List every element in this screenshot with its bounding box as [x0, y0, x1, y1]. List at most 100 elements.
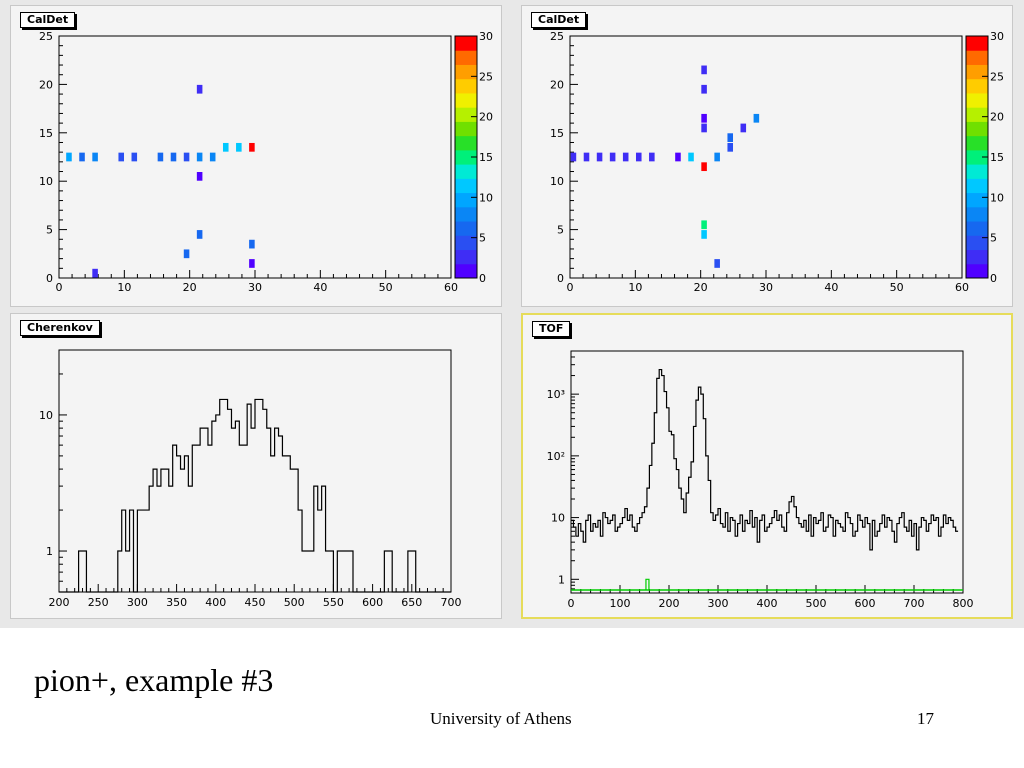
palette-segment: [455, 263, 477, 279]
palette-tick-label: 20: [479, 111, 493, 124]
heatmap-cell: [701, 230, 707, 239]
palette-segment: [966, 121, 988, 137]
heatmap-cell: [727, 133, 734, 142]
palette-segment: [966, 263, 988, 279]
cherenkov-pad[interactable]: 200 250 300 350 400 450 500 550 600 650 700 1 10 Che…: [10, 313, 502, 619]
heatmap-cell: [753, 113, 760, 123]
x-tick-label: 60: [444, 281, 458, 294]
palette-segment: [966, 164, 988, 179]
x-tick-label: 400: [205, 596, 226, 609]
x-tick-label: 300: [708, 597, 729, 610]
palette-segment: [455, 164, 477, 179]
y-tick-label: 0: [46, 272, 53, 285]
x-tick-label: 60: [955, 281, 969, 294]
histogram-line: [571, 368, 959, 551]
palette-segment: [455, 192, 477, 208]
x-tick-label: 600: [362, 596, 383, 609]
palette-tick-label: 15: [479, 151, 493, 164]
footer-institution: University of Athens: [430, 709, 572, 728]
y-tick-label: 20: [550, 78, 564, 91]
histogram-line: [59, 398, 451, 593]
caldet-pad-1[interactable]: 0 10 20 30 40 50 60 0 5 10 15 20 25 0 5 10 15 20 25 30 CalD…: [10, 5, 502, 307]
palette-segment: [455, 64, 477, 80]
palette-segment: [455, 249, 477, 265]
heatmap-cell: [249, 142, 255, 152]
pad-title-caldet-1: CalDet: [20, 12, 76, 28]
tof-plot: 0 100 200 300 400 500 600 700 800 1 10 10² 10³: [547, 350, 974, 610]
heatmap-cell: [714, 259, 720, 268]
y-tick-label: 10: [551, 512, 565, 525]
palette-tick-label: 10: [990, 191, 1004, 204]
x-tick-label: 200: [49, 596, 70, 609]
heatmap-cell: [701, 84, 707, 94]
x-tick-label: 300: [127, 596, 148, 609]
heatmap-cell: [701, 123, 707, 133]
heatmap-cell: [196, 230, 203, 239]
palette-tick-label: 5: [990, 232, 997, 245]
heatmap-cell: [635, 152, 642, 162]
heatmap-cell: [183, 249, 190, 259]
palette-segment: [966, 249, 988, 265]
y-tick-label: 10: [39, 175, 53, 188]
heatmap-cell: [740, 123, 747, 133]
x-tick-label: 500: [284, 596, 305, 609]
pad-title-tof: TOF: [532, 321, 571, 337]
heatmap-cell: [183, 152, 190, 162]
tof-pad[interactable]: 0 100 200 300 400 500 600 700 800 1 10 10² 10³ TOF: [521, 313, 1013, 619]
palette-segment: [966, 92, 988, 108]
palette-tick-label: 30: [479, 30, 493, 43]
heatmap-cell: [209, 152, 216, 162]
palette-segment: [966, 50, 988, 65]
plot-frame: [569, 35, 963, 279]
heatmap-cell: [236, 142, 242, 152]
heatmap-cell: [649, 152, 655, 162]
heatmap-cell: [92, 152, 98, 162]
y-tick-label: 15: [39, 127, 53, 140]
palette-segment: [455, 178, 477, 194]
x-tick-label: 200: [659, 597, 680, 610]
x-tick-label: 40: [824, 281, 838, 294]
overlay-spike: [645, 578, 650, 590]
heatmap-cell: [249, 259, 255, 268]
palette-segment: [455, 121, 477, 137]
pad-title-cherenkov: Cherenkov: [20, 320, 100, 336]
palette-segment: [455, 78, 477, 94]
palette-segment: [455, 36, 477, 51]
palette-tick-label: 10: [479, 191, 493, 204]
y-tick-label: 25: [39, 30, 53, 43]
heatmap-cell: [196, 152, 203, 162]
palette-segment: [966, 107, 988, 122]
palette-segment: [966, 221, 988, 236]
palette-segment: [966, 149, 988, 165]
palette-segment: [966, 235, 988, 251]
x-tick-label: 20: [694, 281, 708, 294]
palette-segment: [966, 36, 988, 51]
y-tick-label: 10³: [547, 388, 565, 401]
y-tick-label: 5: [557, 224, 564, 237]
heatmap-cell: [249, 239, 255, 249]
heatmap-cell: [583, 152, 590, 162]
palette-segment: [455, 92, 477, 108]
heatmap-cell: [196, 172, 203, 181]
plot-frame: [58, 349, 452, 593]
heatmap-cell: [79, 152, 85, 162]
x-tick-label: 450: [245, 596, 266, 609]
caldet-pad-2[interactable]: 0 10 20 30 40 50 60 0 5 10 15 20 25 0 5 10 15 20 25 30 CalD…: [521, 5, 1013, 307]
palette-segment: [455, 221, 477, 236]
heatmap-cell: [688, 152, 694, 162]
pad-title-caldet-2: CalDet: [531, 12, 587, 28]
x-tick-label: 700: [904, 597, 925, 610]
x-tick-label: 20: [183, 281, 197, 294]
canvas-area: 0 10 20 30 40 50 60 0 5 10 15 20 25 0 5 10 15 20 25 30 CalD…: [0, 0, 1024, 628]
y-tick-label: 15: [550, 127, 564, 140]
x-tick-label: 10: [628, 281, 642, 294]
palette-segment: [455, 50, 477, 65]
x-tick-label: 10: [117, 281, 131, 294]
palette-segment: [966, 178, 988, 194]
y-tick-label: 10: [39, 409, 53, 422]
x-tick-label: 50: [379, 281, 393, 294]
palette-segment: [966, 78, 988, 94]
palette-segment: [455, 149, 477, 165]
x-tick-label: 700: [441, 596, 462, 609]
x-tick-label: 0: [568, 597, 575, 610]
